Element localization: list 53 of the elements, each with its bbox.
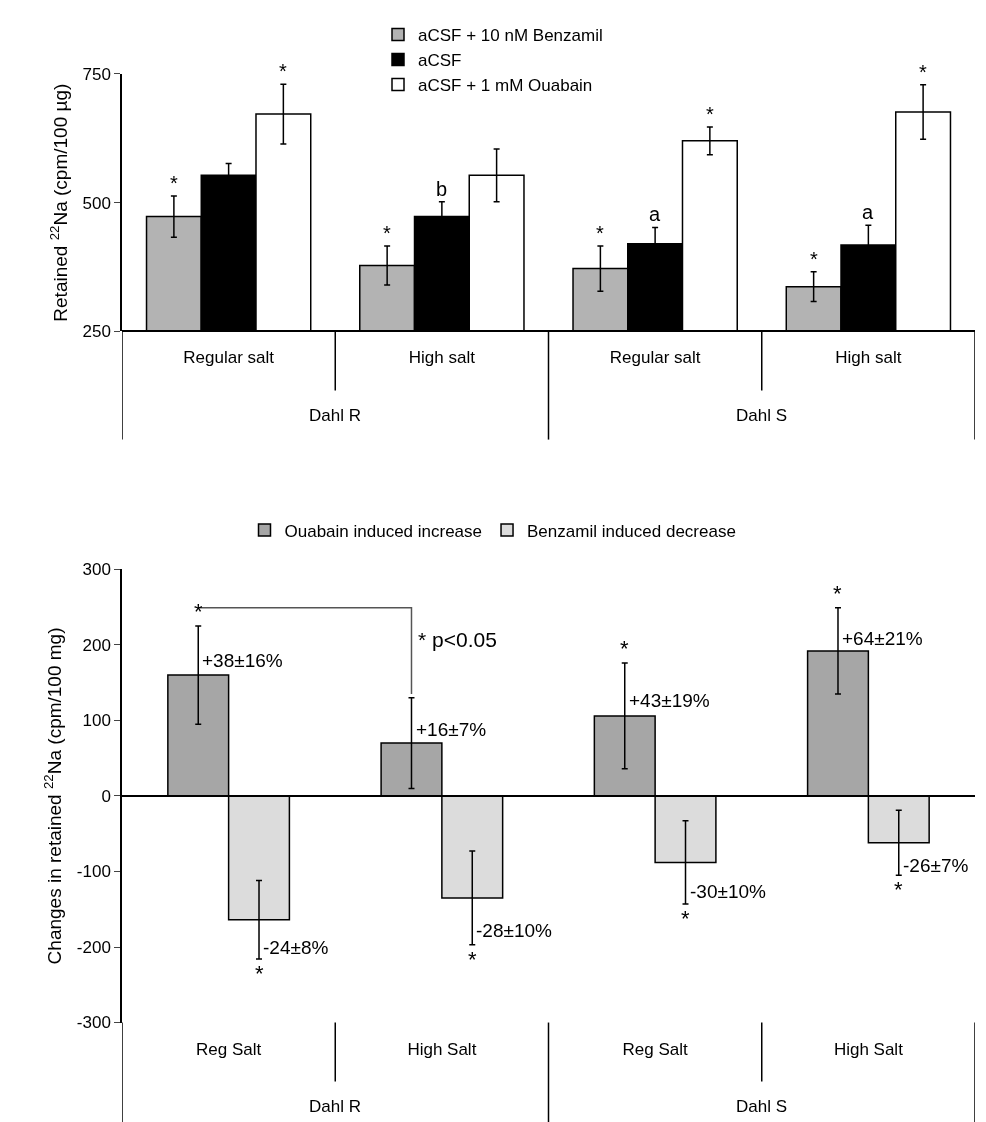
x-tick-label: Regular salt <box>609 348 701 368</box>
data-label: * <box>681 906 690 931</box>
x-tick-label: High Salt <box>833 1039 904 1059</box>
annotation: -24±8% <box>263 937 329 958</box>
y-tick-label: 250 <box>82 322 111 342</box>
x-tick-label: High salt <box>408 348 476 368</box>
y-tick-label: 0 <box>101 786 111 806</box>
data-label: * <box>383 222 391 244</box>
text: Dahl S <box>736 406 788 425</box>
x-tick-label: High salt <box>835 348 902 368</box>
annotation: +16±7% <box>416 719 487 740</box>
data-label: * <box>255 961 264 986</box>
data-label: * <box>620 636 629 661</box>
x-tick-label: High Salt <box>407 1039 477 1059</box>
text: Dahl R <box>309 1097 361 1116</box>
legend-label: aCSF + 1 mM Ouabain <box>418 76 593 96</box>
data-label: * <box>596 222 604 244</box>
data-label: * <box>170 172 178 194</box>
text: Dahl R <box>309 406 361 425</box>
data-label: * <box>810 248 818 270</box>
legend-label: aCSF <box>418 51 462 71</box>
x-tick-label: Reg Salt <box>622 1039 688 1059</box>
y-tick-label: 750 <box>82 64 111 84</box>
data-label: * <box>833 581 842 606</box>
annotation: +64±21% <box>842 628 923 649</box>
data-label: * <box>279 60 287 82</box>
data-label: * <box>919 61 927 83</box>
y-tick-label: -300 <box>76 1013 111 1033</box>
data-label: * <box>468 947 477 972</box>
annotation: -28±10% <box>476 920 553 941</box>
y-tick-label: 300 <box>82 560 111 580</box>
data-label: * <box>894 877 903 902</box>
y-tick-label: 500 <box>82 193 111 213</box>
data-label: a <box>862 201 874 223</box>
data-label: * <box>706 103 714 125</box>
legend-label: aCSF + 10 nM Benzamil <box>418 26 603 46</box>
y-tick-label: -200 <box>76 937 111 957</box>
y-tick-label: 200 <box>82 635 111 655</box>
y-tick-label: -100 <box>76 862 111 882</box>
legend-label: Ouabain induced increase <box>284 521 483 541</box>
annotation: * p<0.05 <box>418 628 497 651</box>
legend-label: Benzamil induced decrease <box>527 521 736 541</box>
x-tick-label: Regular salt <box>183 348 275 368</box>
y-tick-label: 100 <box>82 711 111 731</box>
annotation: +43±19% <box>629 690 710 711</box>
text: Dahl S <box>736 1097 788 1116</box>
data-label: * <box>194 599 203 624</box>
data-label: b <box>436 178 448 200</box>
data-label: a <box>649 203 661 225</box>
annotation: +38±16% <box>202 650 283 671</box>
annotation: -30±10% <box>690 881 767 902</box>
annotation: -26±7% <box>903 855 969 876</box>
x-tick-label: Reg Salt <box>196 1039 262 1059</box>
